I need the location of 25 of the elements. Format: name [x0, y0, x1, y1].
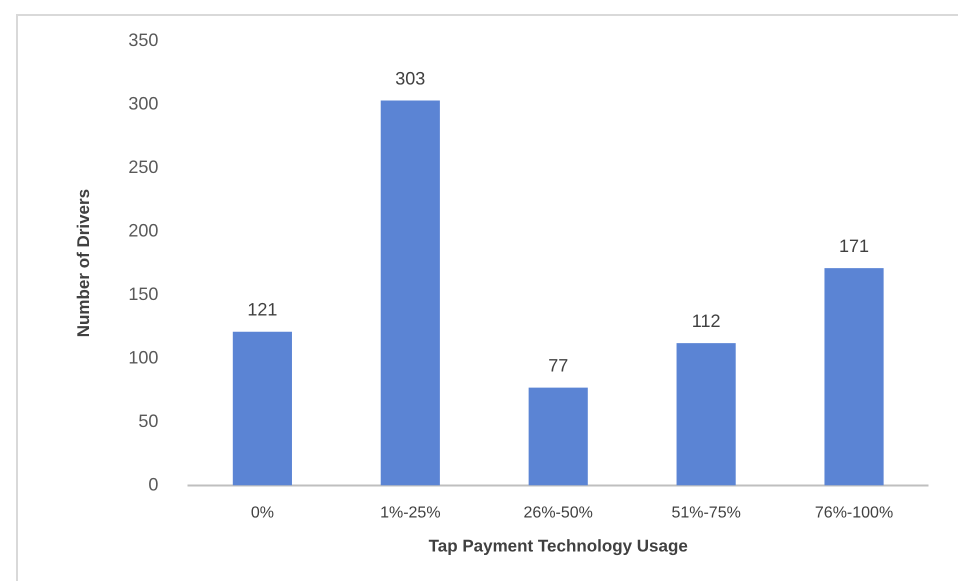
y-tick-label: 100 — [128, 347, 158, 368]
bar — [824, 268, 884, 486]
y-tick-label: 350 — [128, 30, 158, 50]
bar — [232, 332, 292, 486]
data-label: 112 — [692, 311, 720, 332]
x-tick-label: 0% — [250, 504, 274, 522]
y-tick-label: 150 — [128, 284, 158, 304]
y-tick-label: 250 — [128, 156, 158, 177]
x-tick-label: 26%-50% — [524, 504, 593, 522]
data-label: 121 — [247, 300, 278, 320]
y-axis-title: Number of Drivers — [74, 188, 93, 338]
y-tick-label: 200 — [128, 220, 158, 240]
bar — [676, 343, 736, 486]
x-axis-title: Tap Payment Technology Usage — [428, 536, 688, 556]
x-tick-label: 76%-100% — [814, 504, 894, 522]
x-tick-label: 1%-25% — [380, 504, 441, 522]
x-tick-label: 51%-75% — [671, 504, 741, 522]
y-tick-label: 300 — [128, 93, 158, 114]
bar — [380, 100, 440, 486]
y-tick-label: 50 — [138, 410, 158, 431]
data-label: 77 — [548, 356, 568, 376]
data-label: 303 — [395, 68, 426, 88]
data-label: 171 — [839, 236, 870, 256]
bar — [528, 388, 588, 486]
y-tick-label: 0 — [148, 474, 158, 494]
